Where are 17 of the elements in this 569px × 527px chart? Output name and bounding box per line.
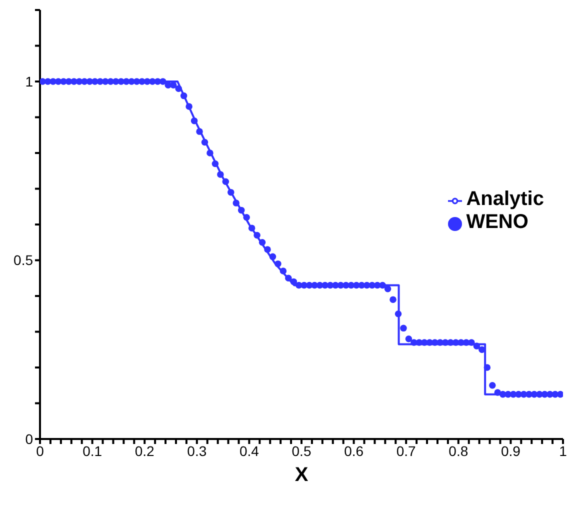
x-tick-label: 0.5 xyxy=(292,442,312,459)
x-tick-label: 0.1 xyxy=(82,442,102,459)
x-tick-label: 0 xyxy=(36,442,44,459)
legend-label: Analytic xyxy=(466,188,544,210)
x-tick-label: 0.3 xyxy=(187,442,207,459)
x-tick-label: 1 xyxy=(559,442,568,459)
x-tick-label: 0.7 xyxy=(396,442,416,459)
x-tick-label: 0.2 xyxy=(134,442,155,459)
x-axis-title: X xyxy=(294,464,309,486)
y-tick-label: 0.5 xyxy=(14,252,34,268)
y-tick-label: 1 xyxy=(25,73,34,90)
y-tick-label: 0 xyxy=(25,430,34,447)
x-tick-label: 0.8 xyxy=(448,442,468,459)
x-tick-label: 0.6 xyxy=(344,442,364,459)
legend-label: WENO xyxy=(466,211,528,233)
x-tick-label: 0.9 xyxy=(500,442,521,459)
x-tick-label: 0.4 xyxy=(239,442,260,459)
